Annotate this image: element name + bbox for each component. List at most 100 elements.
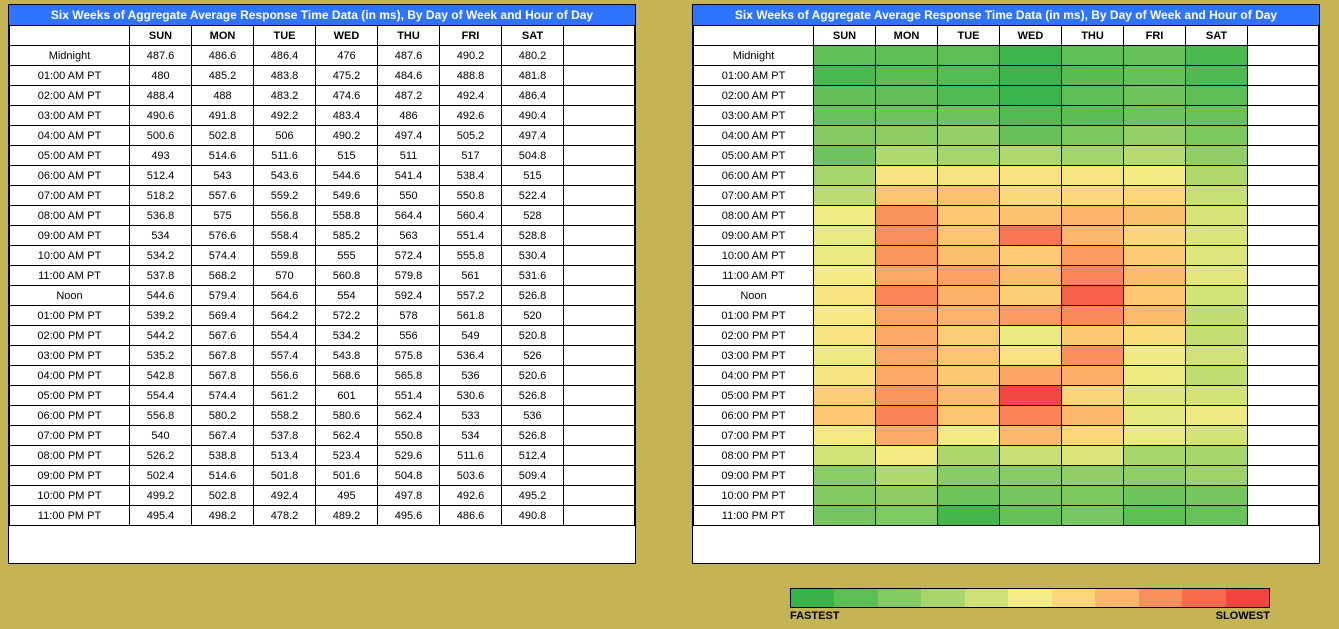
heatmap-cell bbox=[1124, 286, 1186, 306]
heatmap-cell bbox=[814, 506, 876, 526]
heatmap-cell bbox=[938, 46, 1000, 66]
value-cell: 543 bbox=[192, 166, 254, 186]
value-cell: 497.4 bbox=[378, 126, 440, 146]
value-cell: 515 bbox=[316, 146, 378, 166]
heatmap-cell bbox=[1124, 306, 1186, 326]
heatmap-cell bbox=[1124, 206, 1186, 226]
heatmap-cell bbox=[1124, 166, 1186, 186]
hour-label: 08:00 AM PT bbox=[10, 206, 130, 226]
heatmap-cell bbox=[814, 266, 876, 286]
value-cell: 492.4 bbox=[440, 86, 502, 106]
heatmap-cell bbox=[938, 506, 1000, 526]
value-cell: 490.6 bbox=[130, 106, 192, 126]
value-cell: 567.4 bbox=[192, 426, 254, 446]
value-cell: 567.6 bbox=[192, 326, 254, 346]
hour-label: Midnight bbox=[694, 46, 814, 66]
heatmap-cell bbox=[1124, 446, 1186, 466]
value-cell: 530.4 bbox=[502, 246, 564, 266]
heatmap-cell bbox=[1000, 286, 1062, 306]
value-cell: 490.4 bbox=[502, 106, 564, 126]
value-cell: 520.6 bbox=[502, 366, 564, 386]
value-cell: 523.4 bbox=[316, 446, 378, 466]
value-cell: 502.4 bbox=[130, 466, 192, 486]
hour-label: 07:00 PM PT bbox=[10, 426, 130, 446]
value-cell: 580.2 bbox=[192, 406, 254, 426]
heatmap-cell bbox=[1186, 246, 1248, 266]
heatmap-cell bbox=[814, 286, 876, 306]
value-cell: 500.6 bbox=[130, 126, 192, 146]
heatmap-cell bbox=[814, 46, 876, 66]
heatmap-cell bbox=[938, 126, 1000, 146]
value-cell: 580.6 bbox=[316, 406, 378, 426]
value-cell: 520.8 bbox=[502, 326, 564, 346]
value-cell: 501.8 bbox=[254, 466, 316, 486]
value-cell: 560.8 bbox=[316, 266, 378, 286]
day-header: SUN bbox=[814, 26, 876, 46]
heatmap-cell bbox=[1000, 366, 1062, 386]
value-cell: 478.2 bbox=[254, 506, 316, 526]
heatmap-cell bbox=[1186, 266, 1248, 286]
day-header: FRI bbox=[440, 26, 502, 46]
heatmap-cell bbox=[814, 246, 876, 266]
heatmap-cell bbox=[1000, 486, 1062, 506]
heatmap-cell bbox=[1186, 306, 1248, 326]
value-cell: 544.6 bbox=[130, 286, 192, 306]
value-cell: 526.8 bbox=[502, 386, 564, 406]
value-cell: 512.4 bbox=[130, 166, 192, 186]
heatmap-cell bbox=[876, 306, 938, 326]
heatmap-cell bbox=[1124, 86, 1186, 106]
value-cell: 511.6 bbox=[254, 146, 316, 166]
heatmap-cell bbox=[1186, 426, 1248, 446]
heatmap-cell bbox=[1000, 386, 1062, 406]
legend-segment bbox=[965, 589, 1008, 607]
value-cell: 556.8 bbox=[254, 206, 316, 226]
value-cell: 502.8 bbox=[192, 486, 254, 506]
value-cell: 514.6 bbox=[192, 466, 254, 486]
heatmap-cell bbox=[1124, 266, 1186, 286]
legend-segment bbox=[1139, 589, 1182, 607]
value-cell: 474.6 bbox=[316, 86, 378, 106]
value-cell: 592.4 bbox=[378, 286, 440, 306]
value-cell: 518.2 bbox=[130, 186, 192, 206]
heatmap-cell bbox=[1062, 426, 1124, 446]
value-cell: 531.6 bbox=[502, 266, 564, 286]
value-cell: 572.2 bbox=[316, 306, 378, 326]
value-cell: 536 bbox=[502, 406, 564, 426]
value-cell: 538.8 bbox=[192, 446, 254, 466]
value-cell: 528 bbox=[502, 206, 564, 226]
hour-label: 06:00 PM PT bbox=[10, 406, 130, 426]
heatmap-cell bbox=[1062, 386, 1124, 406]
value-cell: 529.6 bbox=[378, 446, 440, 466]
heatmap-cell bbox=[1186, 466, 1248, 486]
value-cell: 554.4 bbox=[254, 326, 316, 346]
heatmap-cell bbox=[876, 446, 938, 466]
heatmap-cell bbox=[1124, 126, 1186, 146]
value-cell: 513.4 bbox=[254, 446, 316, 466]
heatmap-cell bbox=[814, 466, 876, 486]
heatmap-cell bbox=[876, 166, 938, 186]
value-cell: 579.4 bbox=[192, 286, 254, 306]
value-cell: 555.8 bbox=[440, 246, 502, 266]
heatmap-cell bbox=[876, 186, 938, 206]
heatmap-cell bbox=[1062, 506, 1124, 526]
day-header: WED bbox=[316, 26, 378, 46]
hour-label: 08:00 PM PT bbox=[10, 446, 130, 466]
hour-label: 07:00 PM PT bbox=[694, 426, 814, 446]
heatmap-cell bbox=[938, 66, 1000, 86]
heatmap-cell bbox=[814, 426, 876, 446]
heatmap-cell bbox=[1000, 326, 1062, 346]
value-cell: 486.4 bbox=[254, 46, 316, 66]
legend-color-bar bbox=[790, 588, 1270, 608]
heatmap-cell bbox=[1000, 226, 1062, 246]
heatmap-cell bbox=[876, 366, 938, 386]
heatmap-cell bbox=[814, 326, 876, 346]
value-cell: 567.8 bbox=[192, 366, 254, 386]
hour-label: 08:00 AM PT bbox=[694, 206, 814, 226]
heatmap-cell bbox=[1186, 326, 1248, 346]
heatmap-cell bbox=[1186, 366, 1248, 386]
value-cell: 574.4 bbox=[192, 246, 254, 266]
value-cell: 579.8 bbox=[378, 266, 440, 286]
value-cell: 550.8 bbox=[440, 186, 502, 206]
hour-label: 05:00 PM PT bbox=[694, 386, 814, 406]
heatmap-cell bbox=[1124, 226, 1186, 246]
